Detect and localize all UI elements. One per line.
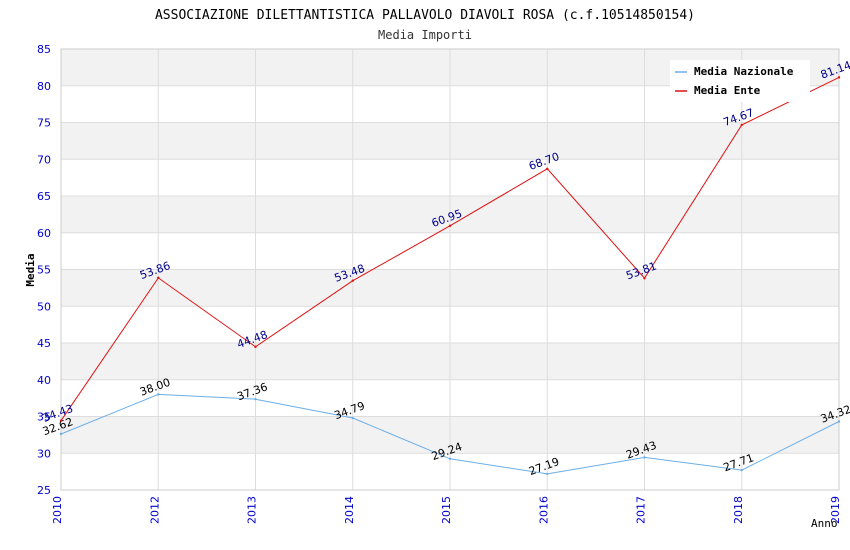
x-tick-label: 2019 (829, 496, 842, 524)
x-tick-label: 2016 (537, 496, 550, 524)
data-point-media-ente (254, 345, 257, 349)
y-axis-label: Media (24, 253, 37, 286)
y-tick-label: 35 (37, 411, 51, 424)
x-axis-label: Anno (811, 517, 838, 530)
y-tick-label: 50 (37, 300, 51, 313)
x-tick-label: 2018 (732, 496, 745, 524)
data-point-media-nazionale (643, 456, 646, 459)
data-point-media-ente (740, 123, 743, 127)
y-tick-label: 55 (37, 264, 51, 277)
data-point-media-nazionale (448, 457, 452, 461)
data-point-media-ente (546, 167, 549, 171)
x-tick-label: 2017 (635, 496, 648, 524)
chart-title: ASSOCIAZIONE DILETTANTISTICA PALLAVOLO D… (155, 8, 695, 23)
y-tick-label: 75 (37, 117, 51, 130)
legend-box (670, 60, 810, 102)
y-tick-label: 40 (37, 374, 51, 387)
x-tick-label: 2012 (148, 496, 161, 524)
x-axis-ticks: 2010 2012 2013 2014 2015 2016 2017 2018 2019 (51, 496, 842, 524)
legend-label-media-nazionale: Media Nazionale (694, 65, 794, 78)
data-point-media-nazionale (837, 420, 841, 423)
y-axis-ticks: 25 30 35 40 45 50 55 60 65 70 75 80 85 (37, 43, 51, 497)
data-point-media-nazionale (254, 397, 257, 401)
data-point-media-ente (157, 276, 160, 280)
chart-subtitle: Media Importi (378, 28, 472, 42)
data-point-media-nazionale (351, 416, 354, 420)
gridlines (60, 48, 840, 491)
data-point-media-nazionale (59, 432, 63, 436)
y-tick-label: 30 (37, 447, 51, 460)
plot-frame (60, 48, 840, 491)
y-tick-label: 45 (37, 337, 51, 350)
y-tick-label: 80 (37, 80, 51, 93)
data-point-media-ente (643, 277, 646, 280)
data-point-media-nazionale (546, 472, 549, 476)
y-tick-label: 70 (37, 153, 51, 166)
y-tick-label: 65 (37, 190, 51, 203)
y-tick-label: 60 (37, 227, 51, 240)
legend: Media Nazionale Media Ente (670, 60, 810, 102)
x-tick-label: 2013 (246, 496, 259, 524)
data-point-media-ente (59, 419, 63, 422)
data-point-media-nazionale (157, 393, 160, 396)
x-tick-label: 2010 (51, 496, 64, 524)
data-point-media-ente (351, 279, 354, 282)
x-tick-label: 2015 (440, 496, 453, 524)
y-tick-label: 85 (37, 43, 51, 56)
x-tick-label: 2014 (343, 496, 356, 524)
legend-label-media-ente: Media Ente (694, 84, 761, 97)
data-point-media-ente (448, 224, 452, 227)
data-point-media-nazionale (740, 468, 743, 472)
data-point-media-ente (837, 76, 841, 79)
y-tick-label: 25 (37, 484, 51, 497)
